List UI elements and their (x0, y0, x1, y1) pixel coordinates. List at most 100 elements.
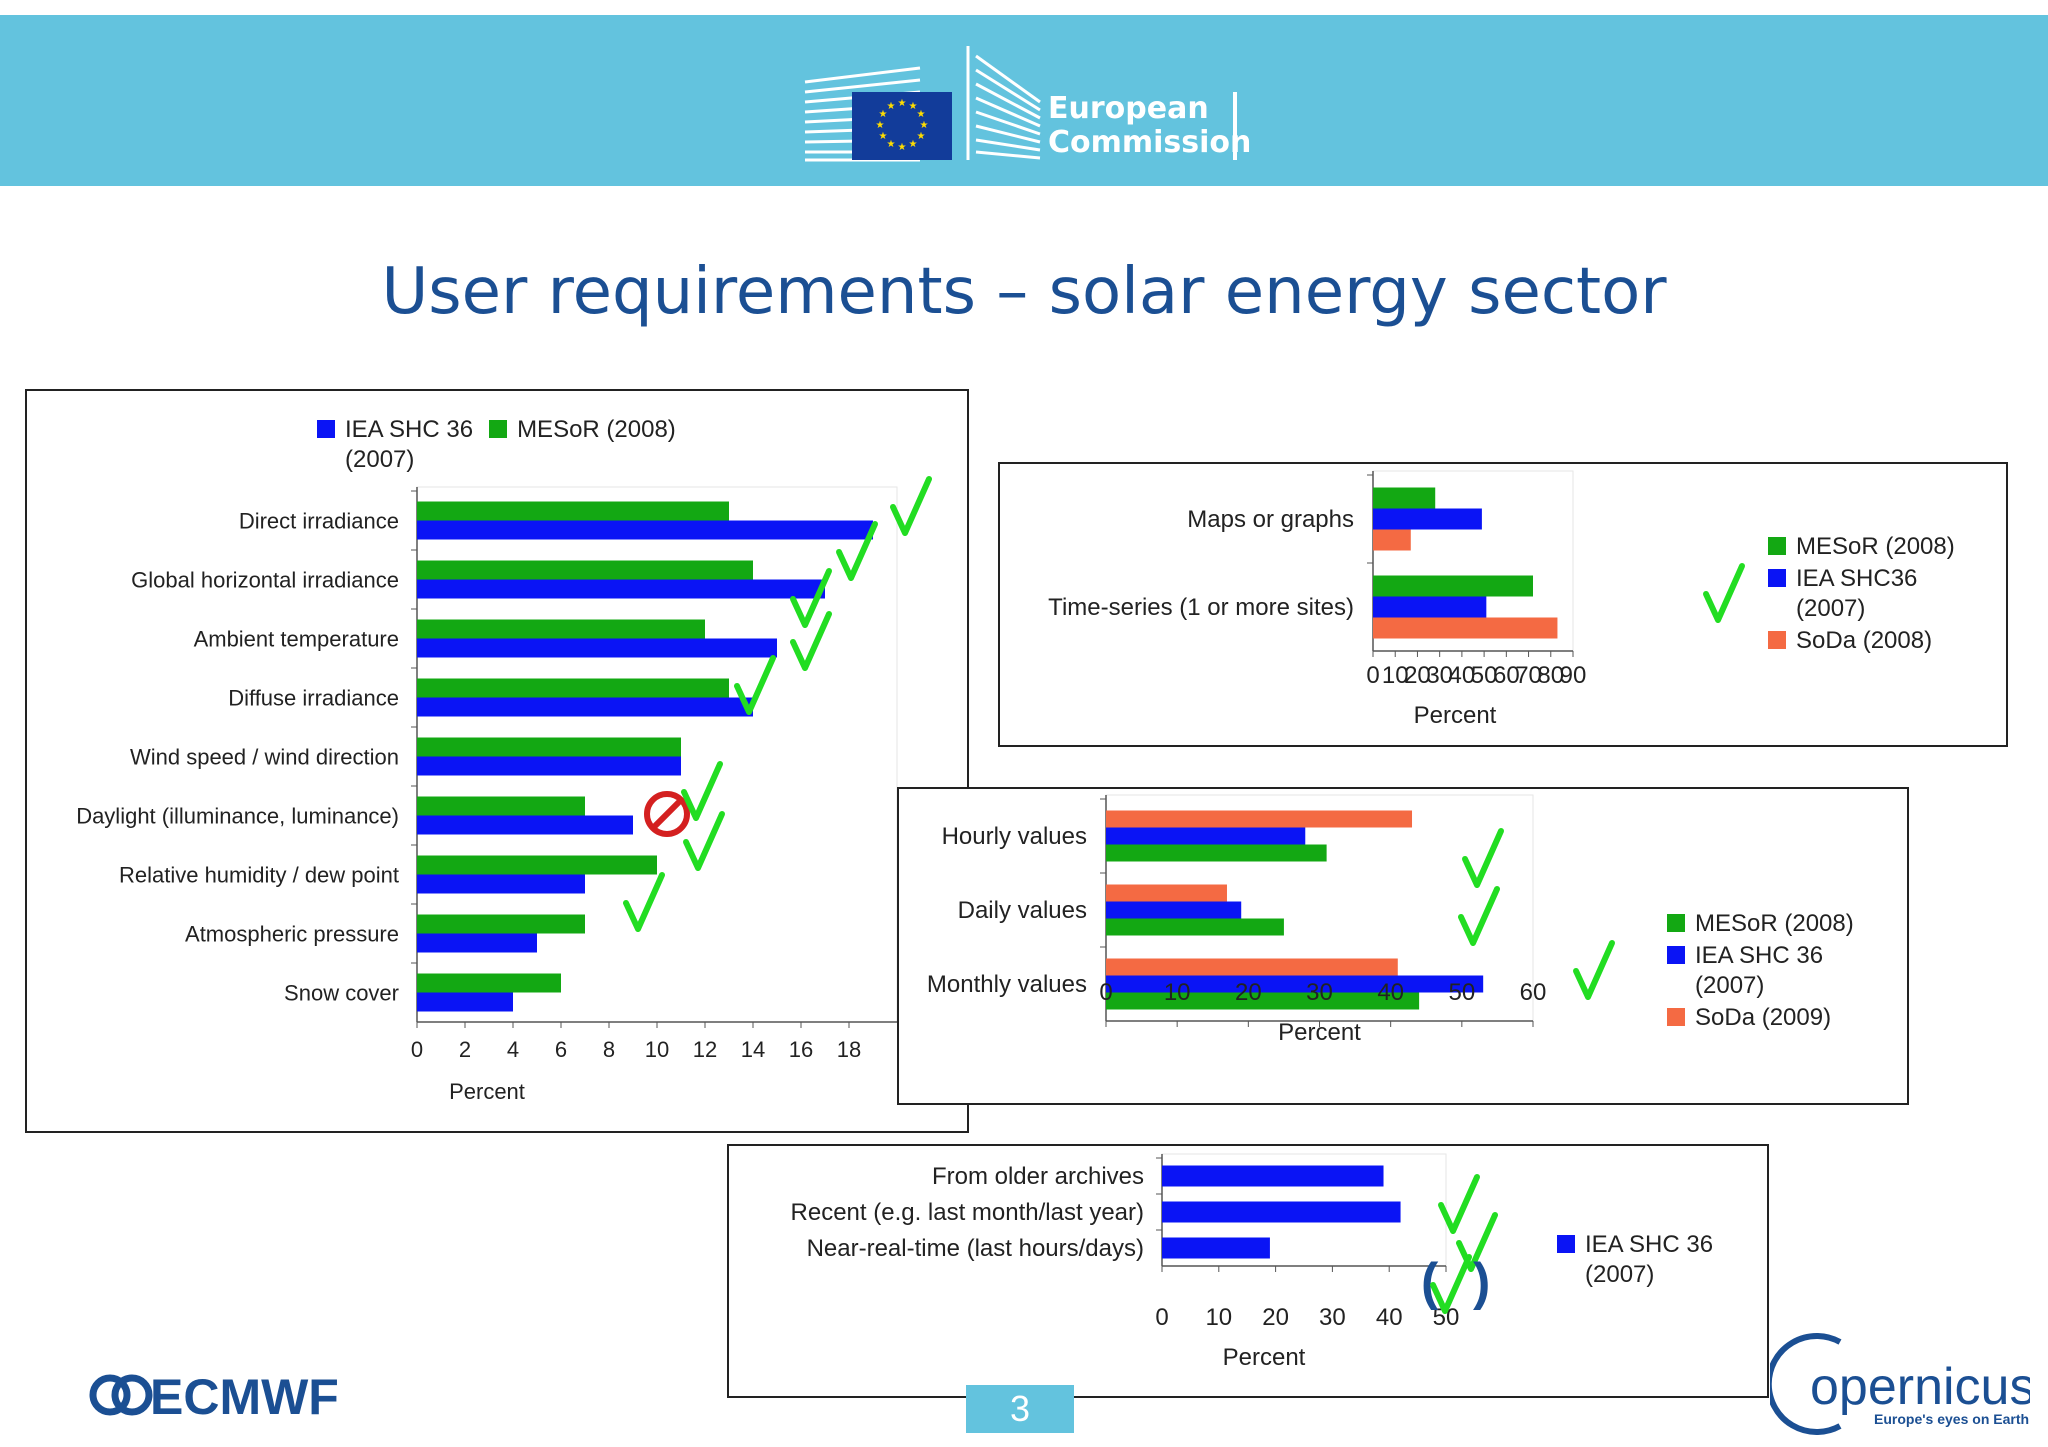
org-name-line1: European (1048, 91, 1209, 126)
bar (417, 697, 753, 717)
parameters-chart-panel: Direct irradiance Global horizontal irrad… (25, 389, 969, 1133)
copernicus-c-icon (1770, 1333, 1842, 1435)
bar (1106, 844, 1327, 862)
ecmwf-emblem-icon (89, 1374, 153, 1416)
european-commission-name: European Commission (1048, 92, 1251, 160)
legend-swatch (1667, 914, 1685, 932)
legend-swatch (1557, 1235, 1575, 1253)
svg-text:★: ★ (898, 98, 907, 109)
eu-flag-icon (852, 92, 952, 160)
bar (1373, 529, 1411, 551)
check-icon (683, 811, 725, 871)
x-tick-label: 40 (1376, 1304, 1403, 1331)
bar (1106, 992, 1420, 1010)
category-label: Direct irradiance (239, 509, 399, 534)
org-name-line2: Commission (1048, 125, 1252, 160)
legend-label: IEA SHC36 (2007) (1796, 565, 1918, 622)
bar (1373, 596, 1487, 618)
x-tick-label: 16 (789, 1037, 813, 1062)
x-tick-label: 90 (1560, 662, 1587, 689)
legend-label: MESoR (2008) (517, 416, 676, 443)
bar (417, 619, 705, 639)
bar (417, 737, 681, 757)
legend-swatch (1768, 569, 1786, 587)
x-tick-label: 2 (459, 1037, 471, 1062)
bar (1162, 1237, 1270, 1259)
check-icon (1462, 828, 1504, 888)
bar (417, 796, 585, 816)
x-tick-label: 40 (1377, 979, 1404, 1006)
bar (417, 933, 537, 953)
legend-label: IEA SHC 36 (2007) (1585, 1231, 1714, 1288)
x-tick-label: 0 (1099, 979, 1112, 1006)
svg-text:★: ★ (898, 142, 907, 153)
bar (1162, 1201, 1401, 1223)
legend-swatch (317, 420, 335, 438)
legend-label: MESoR (2008) (1695, 910, 1854, 937)
bar (417, 973, 561, 993)
bar (417, 855, 657, 875)
check-icon (790, 611, 832, 671)
check-icon (1438, 1174, 1480, 1234)
x-axis-title: Percent (1414, 702, 1497, 729)
format-chart-panel: Maps or graphs Time-series (1 or more sit… (998, 462, 2008, 747)
svg-text:★: ★ (917, 109, 926, 120)
check-icon (1458, 886, 1500, 946)
resolution-chart-panel: Hourly values Daily values Monthly values 0… (897, 787, 1909, 1105)
svg-text:★: ★ (917, 131, 926, 142)
check-icon (1703, 563, 1745, 623)
bar (1106, 975, 1484, 993)
legend-label: IEA SHC 36 (2007) (345, 416, 474, 473)
legend-item-iea: IEA SHC 36 (2007) (1667, 941, 1854, 1001)
resolution-chart: Hourly values Daily values Monthly values 0… (927, 794, 1615, 1046)
check-icon (890, 476, 932, 536)
svg-text:★: ★ (876, 120, 885, 131)
x-tick-label: 60 (1493, 662, 1520, 689)
prohibited-icon-slash (651, 798, 683, 830)
legend-item-mesor: MESoR (2008) (489, 415, 676, 475)
bar (417, 560, 753, 580)
legend-item-iea: IEA SHC36 (2007) (1768, 564, 1955, 624)
timeliness-chart: From older archives Recent (e.g. last mon… (791, 1153, 1498, 1371)
check-icon (790, 568, 832, 628)
check-icon (734, 655, 776, 715)
x-tick-label: 12 (693, 1037, 717, 1062)
bar (417, 678, 729, 698)
paren-close: ) (1473, 1253, 1490, 1311)
bar (1106, 810, 1413, 828)
bar (417, 501, 729, 521)
legend-item-iea: IEA SHC 36 (2007) (317, 415, 473, 475)
parameters-legend: IEA SHC 36 (2007) MESoR (2008) (317, 415, 676, 477)
svg-text:★: ★ (887, 101, 896, 112)
x-tick-label: 80 (1537, 662, 1564, 689)
category-label: Wind speed / wind direction (130, 745, 399, 770)
bar (417, 914, 585, 934)
x-tick-label: 10 (1164, 979, 1191, 1006)
timeliness-legend: IEA SHC 36 (2007) (1557, 1230, 1713, 1292)
copernicus-logo: opernicus Europe's eyes on Earth (1770, 1333, 2030, 1435)
category-label: Monthly values (927, 971, 1087, 998)
bar (417, 520, 873, 540)
bar (1106, 827, 1306, 845)
svg-text:★: ★ (909, 101, 918, 112)
bar (417, 992, 513, 1012)
svg-text:★: ★ (879, 109, 888, 120)
legend-label: MESoR (2008) (1796, 533, 1955, 560)
bar (1373, 487, 1436, 509)
category-label: Maps or graphs (1187, 506, 1354, 533)
x-tick-label: 10 (1205, 1304, 1232, 1331)
legend-item-mesor: MESoR (2008) (1667, 909, 1854, 939)
bar (1106, 901, 1242, 919)
bar (1106, 958, 1398, 976)
legend-label: SoDa (2009) (1695, 1004, 1832, 1031)
bar (417, 756, 681, 776)
x-tick-label: 0 (1155, 1304, 1168, 1331)
bar (417, 638, 777, 658)
category-label: Hourly values (942, 823, 1087, 850)
category-label: Daily values (958, 897, 1087, 924)
divider-bar (1233, 92, 1237, 160)
category-label: Global horizontal irradiance (131, 568, 399, 593)
timeliness-chart-panel: From older archives Recent (e.g. last mon… (727, 1144, 1769, 1398)
resolution-legend: MESoR (2008) IEA SHC 36 (2007) SoDa (200… (1667, 909, 1854, 1035)
legend-item-soda: SoDa (2009) (1667, 1003, 1854, 1033)
